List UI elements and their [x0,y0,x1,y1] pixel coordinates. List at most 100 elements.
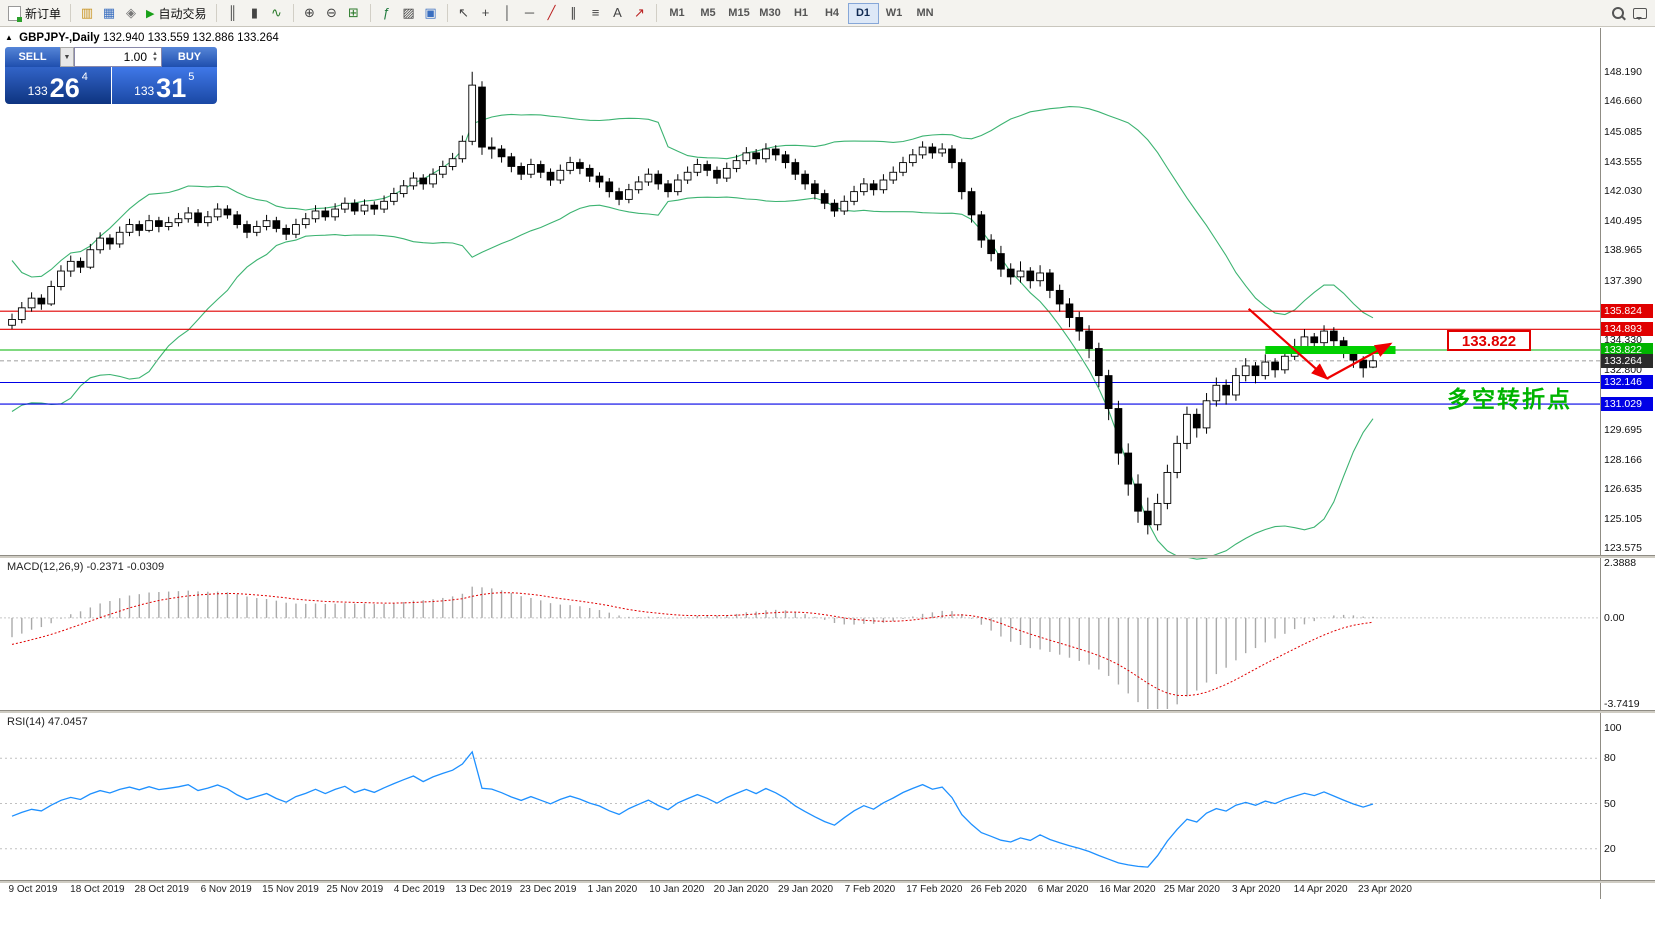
trendline-button[interactable]: ╱ [541,2,563,24]
timeframe-d1-button[interactable]: D1 [847,2,879,24]
navigator-button[interactable]: ◈ [120,2,142,24]
timeframe-m1-button[interactable]: M1 [669,7,685,19]
date-label: 10 Jan 2020 [649,884,705,895]
zoom-out-button[interactable]: ⊖ [321,2,343,24]
tile-windows-button[interactable]: ▣ [420,2,442,24]
cursor-button[interactable]: ↖ [453,2,475,24]
volume-down-icon[interactable]: ▼ [152,57,158,63]
volume-input[interactable]: 1.00 ▲ ▼ [74,47,162,67]
grid-button[interactable]: ⊞ [343,2,365,24]
price-tick: 142.030 [1604,185,1642,198]
rsi-indicator-label: RSI(14) 47.0457 [7,716,88,728]
fibonacci-button[interactable]: ≡ [585,2,607,24]
new-order-label: 新订单 [25,6,62,21]
candle-chart-button[interactable]: ▮ [244,2,266,24]
macd-indicator-label: MACD(12,26,9) -0.2371 -0.0309 [7,561,165,573]
one-click-trade-panel: SELL ▼ 1.00 ▲ ▼ BUY 133 26 4 133 31 5 [5,47,217,104]
date-label: 14 Apr 2020 [1293,884,1348,895]
volume-value[interactable]: 1.00 [123,50,147,64]
price-tick: 137.390 [1604,274,1642,287]
auto-trading-label: 自动交易 [158,6,207,21]
buy-button[interactable]: BUY [162,47,217,67]
rsi-level-lines [0,757,1600,850]
volume-up-icon[interactable]: ▲ [152,51,158,57]
timeframe-m15-button[interactable]: M15 [728,7,750,19]
toolbar-group-chart-types: ║ ▮ ∿ [222,2,288,25]
new-order-icon [8,5,22,22]
panel-separator-rsi[interactable] [0,710,1655,713]
panel-collapse-icon[interactable]: ▲ [5,33,13,42]
rsi-tick: 100 [1604,722,1622,735]
sell-price-sup: 4 [81,71,88,83]
arrows-button[interactable]: ↗ [629,2,651,24]
chat-icon [1633,7,1647,20]
buy-price[interactable]: 133 31 5 [111,67,217,104]
toolbar: 新订单 ▥ ▦ ◈ ▶ 自动交易 ║ ▮ ∿ ⊕ ⊖ ⊞ ƒ ▨ ▣ ↖ + │ ─ ╱ ∥ ≡ A ↗ M1 M… [0,0,1655,27]
volume-stepper[interactable]: ▲ ▼ [149,48,161,66]
timeframe-m30-button[interactable]: M30 [759,7,781,19]
arrows-icon: ↗ [634,5,645,21]
date-label: 25 Nov 2019 [326,884,384,895]
line-chart-button[interactable]: ∿ [266,2,288,24]
date-label: 26 Feb 2020 [970,884,1027,895]
tile-windows-icon: ▣ [424,5,437,21]
macd-tick: 2.3888 [1604,556,1637,569]
macd-histogram [11,586,1374,709]
timeframe-h4-button[interactable]: H4 [824,7,840,19]
new-order-button[interactable]: 新订单 [4,2,65,24]
price-callout-box[interactable]: 133.822 [1447,330,1531,351]
price-tick: 125.105 [1604,512,1642,525]
timeframe-m5-button[interactable]: M5 [700,7,716,19]
chat-button[interactable] [1629,2,1651,24]
market-watch-button[interactable]: ▥ [76,2,98,24]
toolbar-separator [655,4,657,22]
indicators-button[interactable]: ƒ [376,2,398,24]
panel-separator-dates[interactable] [0,880,1655,883]
text-button[interactable]: A [607,2,629,24]
bar-chart-button[interactable]: ║ [222,2,244,24]
zoom-in-button[interactable]: ⊕ [299,2,321,24]
price-tick: 140.495 [1604,214,1642,227]
timeframe-mn-button[interactable]: MN [916,7,934,19]
price-tick: 123.575 [1604,542,1642,555]
price-label-box: 134.893 [1601,322,1653,337]
price-label-box: 133.264 [1601,353,1653,368]
rsi-tick: 80 [1604,752,1616,765]
date-label: 16 Mar 2020 [1099,884,1156,895]
auto-trading-button[interactable]: ▶ 自动交易 [142,2,210,24]
timeframe-h1-button[interactable]: H1 [793,7,809,19]
volume-dropdown[interactable]: ▼ [60,47,74,67]
data-window-button[interactable]: ▦ [98,2,120,24]
date-label: 23 Apr 2020 [1358,884,1412,895]
vertical-line-button[interactable]: │ [497,2,519,24]
search-button[interactable] [1607,2,1629,24]
rsi-tick: 50 [1604,797,1616,810]
price-tick: 143.555 [1604,155,1642,168]
timeframe-w1-button[interactable]: W1 [885,7,903,19]
toolbar-separator [215,4,217,22]
crosshair-button[interactable]: + [475,2,497,24]
grid-icon: ⊞ [348,5,359,20]
buy-price-sup: 5 [188,71,195,83]
toolbar-group-tools: ƒ ▨ ▣ [376,2,442,25]
templates-button[interactable]: ▨ [398,2,420,24]
sell-price[interactable]: 133 26 4 [5,67,111,104]
price-tick: 132.800 [1604,363,1642,376]
date-label: 6 Mar 2020 [1037,884,1089,895]
chart-title: ▲ GBPJPY-,Daily 132.940 133.559 132.886 … [5,32,279,44]
date-label: 25 Mar 2020 [1163,884,1220,895]
panel-separator-macd[interactable] [0,555,1655,558]
date-label: 7 Feb 2020 [844,884,896,895]
horizontal-line-button[interactable]: ─ [519,2,541,24]
sell-price-prefix: 133 [27,84,48,98]
sell-button[interactable]: SELL [5,47,60,67]
toolbar-separator [369,4,371,22]
macd-tick: 0.00 [1604,611,1625,624]
price-tick: 128.166 [1604,453,1642,466]
price-tick: 146.660 [1604,95,1642,108]
chart-ohlc: 132.940 133.559 132.886 133.264 [102,32,279,44]
macd-tick: -3.7419 [1604,698,1640,711]
channel-button[interactable]: ∥ [563,2,585,24]
